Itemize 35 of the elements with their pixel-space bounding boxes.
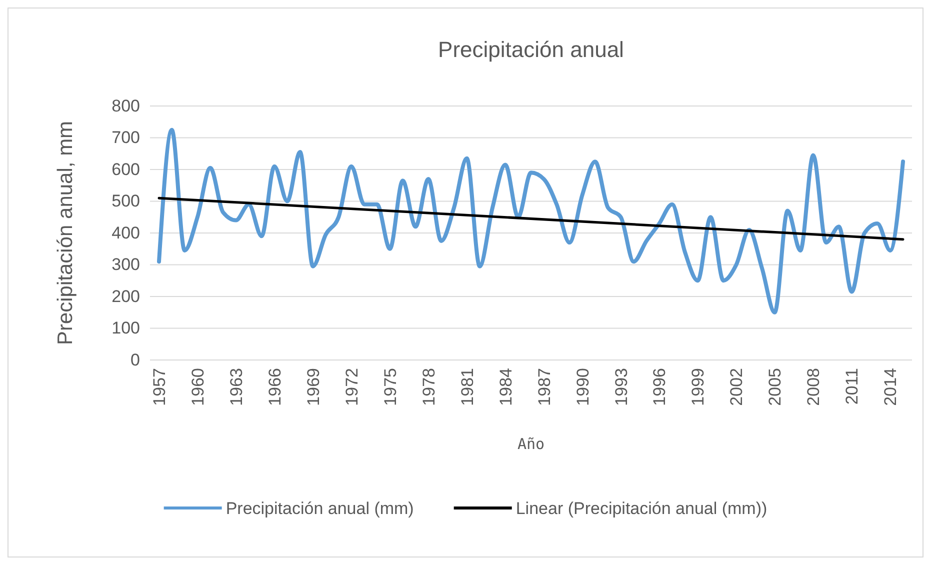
x-tick-label: 2002 [727,368,746,406]
legend-label: Linear (Precipitación anual (mm)) [516,498,768,518]
x-tick-label: 1981 [458,368,477,406]
y-tick-label: 0 [130,350,140,370]
x-tick-label: 1972 [342,368,362,406]
x-tick-label: 1957 [150,368,169,406]
x-axis-title: Año [517,435,545,453]
x-tick-label: 1969 [304,368,323,406]
x-tick-label: 1978 [419,368,438,406]
legend-label: Precipitación anual (mm) [226,498,414,518]
x-tick-label: 1996 [650,368,670,406]
x-tick-label: 1990 [573,368,592,406]
line-series [156,128,906,314]
y-tick-label: 800 [112,96,140,116]
x-tick-label: 1963 [226,368,246,406]
x-tick-label: 2014 [881,368,900,406]
x-tick-label: 1966 [265,368,284,406]
x-tick-label: 1984 [496,368,516,406]
x-tick-label: 2011 [842,368,862,405]
x-tick-label: 1999 [688,368,708,406]
y-tick-label: 500 [112,192,140,211]
y-tick-label: 300 [112,255,140,274]
x-tick-label: 1987 [534,368,554,406]
y-tick-label: 700 [112,128,140,148]
y-tick-label: 400 [112,223,140,242]
x-tick-label: 1975 [380,368,400,406]
y-axis-title: Precipitación anual, mm [54,120,77,346]
x-tick-label: 1993 [612,368,631,406]
x-tick-label: 2005 [766,368,785,406]
y-tick-label: 600 [112,160,140,179]
x-tick-label: 1960 [188,368,208,406]
y-tick-label: 100 [112,318,140,338]
x-tick-label: 2008 [804,368,824,406]
chart-title: Precipitación anual [438,37,624,62]
y-tick-label: 200 [112,286,140,306]
